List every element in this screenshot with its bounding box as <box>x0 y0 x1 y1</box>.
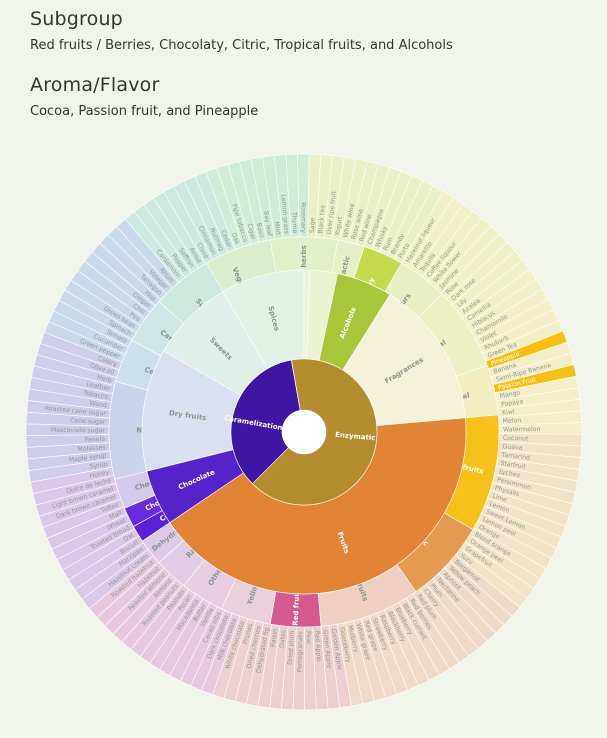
aroma-label-guava: Guava <box>502 443 523 451</box>
aroma-label-syrup: Syrup <box>89 461 108 471</box>
aroma-label-maple-syrup: Maple syrup <box>68 453 106 464</box>
aroma-label-molasses: Molasses <box>77 444 106 453</box>
aroma-label-mascovado-sugar: Mascovado sugar <box>51 427 106 434</box>
aroma-label-pomegranate: Pomegranate <box>296 631 304 673</box>
aroma-label-sage: Sage <box>309 217 317 233</box>
aroma-label-kiwi: Kiwi <box>502 408 515 416</box>
aroma-value: Cocoa, Passion fruit, and Pineapple <box>30 104 259 119</box>
aroma-label-panela: Panela <box>85 436 106 444</box>
aroma-label-herb: Herb <box>96 374 112 385</box>
aroma-label-mango: Mango <box>499 389 521 400</box>
aroma-label-tobacco: Tobacco <box>82 389 109 400</box>
aroma-label-red-apple: Red Apple <box>313 630 322 662</box>
aroma-label-oak: Oak <box>230 232 241 246</box>
aroma-label-raisin: Raisin <box>270 628 280 647</box>
aroma-label-basil: Basil <box>255 223 265 239</box>
aroma-label-green-apple: Green Apple <box>321 630 332 669</box>
aroma-label-thyme: Thyme <box>290 211 298 234</box>
aroma-label-honey: Honey <box>89 469 110 480</box>
aroma-label-papaya: Papaya <box>501 398 524 408</box>
aroma-label-malt: Malt <box>108 509 123 521</box>
aroma-label-yogurt: Yogurt <box>334 215 344 237</box>
aroma-heading: Aroma/Flavor <box>30 74 160 96</box>
aroma-label-mint: Mint <box>273 221 282 236</box>
category-label-enzymatic: Enzymatic <box>335 431 376 442</box>
aroma-label-wood: Wood <box>89 400 107 409</box>
aroma-label-black-tea: Black tea <box>317 205 326 234</box>
aroma-label-rosemary: Rosemary <box>299 202 306 233</box>
aroma-label-melon: Melon <box>503 417 522 425</box>
aroma-label-starfruit: Starfruit <box>500 460 527 471</box>
aroma-label-coconut: Coconut <box>503 435 529 443</box>
aroma-label-pear: Pear <box>305 631 312 645</box>
aroma-label-oat: Oat <box>122 531 136 543</box>
wheel-center <box>282 410 326 454</box>
subgroup-value: Red fruits / Berries, Chocolaty, Citric,… <box>30 38 453 53</box>
aroma-label-dates: Dates <box>279 630 288 649</box>
aroma-label-watermelon: Watermelon <box>503 426 541 433</box>
aroma-label-lemon-grass: Lemon grass <box>279 194 289 234</box>
aroma-label-lychee: Lychee <box>498 468 521 479</box>
aroma-label-cigar: Cigar <box>246 223 257 241</box>
aroma-label-cane-sugar: Cane sugar <box>70 417 106 426</box>
aroma-label-tamarind: Tamarind <box>500 451 530 461</box>
aroma-label-bay-leaf: Bay leaf <box>262 211 273 238</box>
aroma-label-lime: Lime <box>491 493 508 504</box>
subgroup-heading: Subgroup <box>30 8 123 30</box>
aroma-label-dried-plum: Dried plum <box>287 630 296 665</box>
